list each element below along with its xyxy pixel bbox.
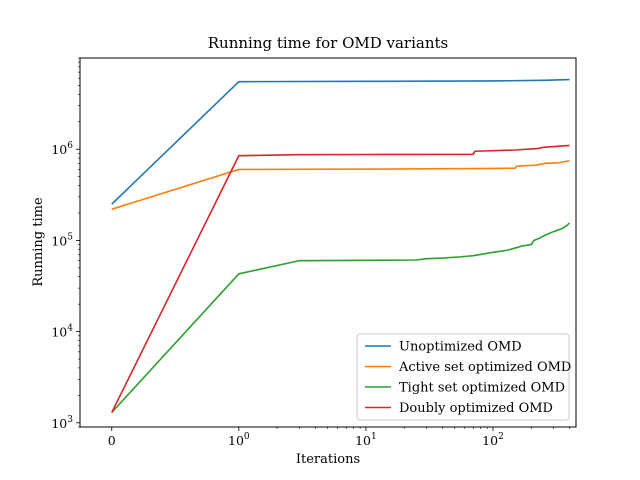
x-axis-ticks: 0 100 101 102 xyxy=(108,427,570,448)
x-tick-label-3: 102 xyxy=(482,432,504,448)
legend-label-2: Active set optimized OMD xyxy=(398,360,571,375)
y-axis-ticks: 103 104 105 106 xyxy=(51,57,80,431)
y-tick-label-3: 106 xyxy=(51,141,73,157)
legend-label-4: Doubly optimized OMD xyxy=(399,401,553,416)
y-tick-label-2: 105 xyxy=(51,232,73,248)
legend-label-1: Unoptimized OMD xyxy=(399,340,522,355)
x-tick-label-1: 100 xyxy=(228,432,250,448)
y-tick-label-0: 103 xyxy=(51,415,73,431)
legend-box xyxy=(356,333,570,421)
x-axis-label: Iterations xyxy=(296,452,360,467)
legend: Unoptimized OMD Active set optimized OMD T… xyxy=(356,333,571,421)
x-tick-label-0: 0 xyxy=(108,433,116,448)
x-tick-label-2: 101 xyxy=(355,432,377,448)
plot-area-frame xyxy=(79,57,577,428)
series-line-3 xyxy=(111,222,571,413)
y-axis-label: Running time xyxy=(31,197,46,287)
series-line-2 xyxy=(111,159,570,210)
legend-label-3: Tight set optimized OMD xyxy=(399,381,565,396)
series-line-4 xyxy=(111,144,570,413)
series-line-1 xyxy=(111,78,570,205)
y-tick-label-1: 104 xyxy=(51,324,73,340)
chart-title: Running time for OMD variants xyxy=(208,34,448,52)
plot-lines xyxy=(111,78,571,413)
